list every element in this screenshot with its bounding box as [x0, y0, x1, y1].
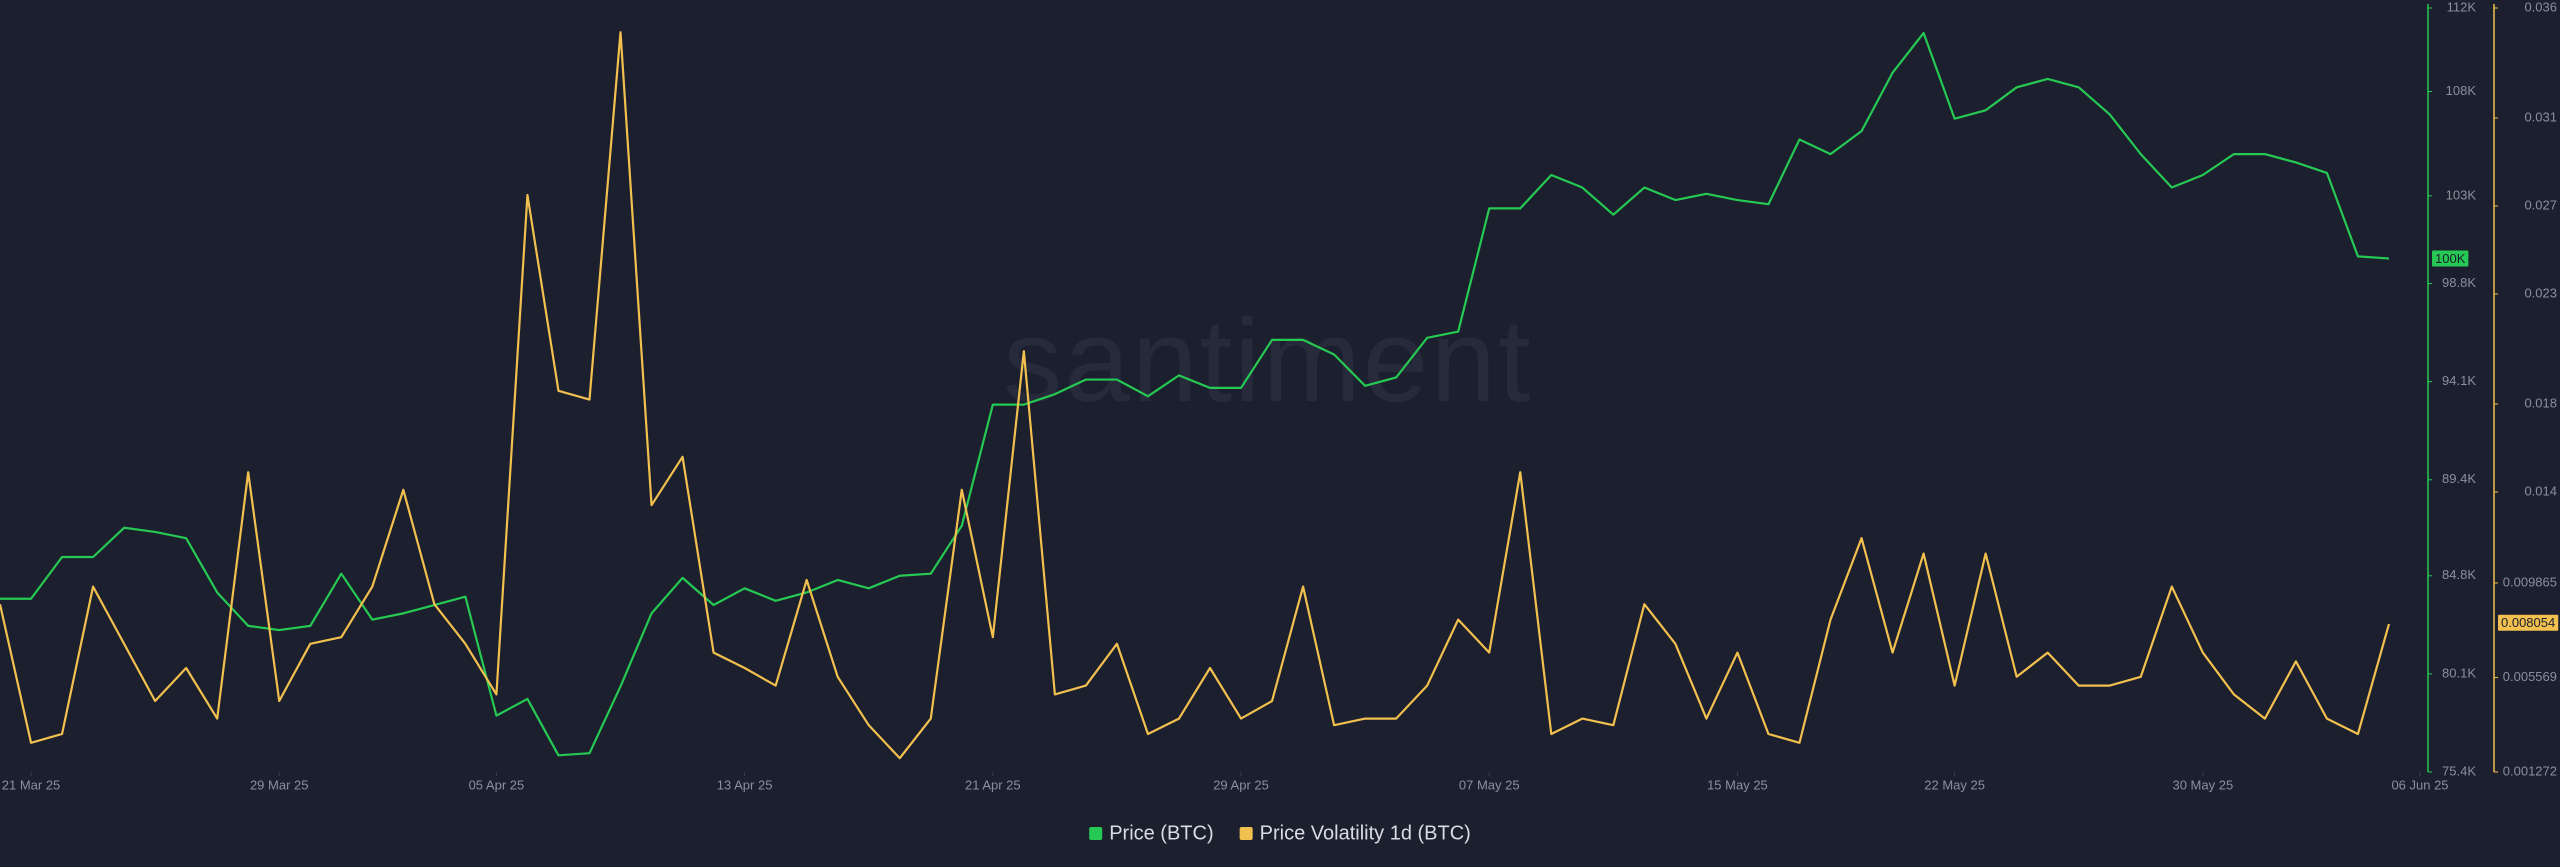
- y2-tick-label: 0.027: [2524, 197, 2557, 212]
- watermark: santiment: [1003, 295, 1533, 427]
- y2-tick-label: 0.023: [2524, 285, 2557, 300]
- value-badge: 0.008054: [2498, 614, 2559, 631]
- y-tick-label: 94.1K: [2442, 373, 2476, 388]
- y2-tick-label: 0.018: [2524, 395, 2557, 410]
- badge-label: 100K: [2435, 251, 2466, 266]
- x-tick-label: 15 May 25: [1707, 777, 1768, 792]
- y2-tick-label: 0.031: [2524, 109, 2557, 124]
- badge-box: [2432, 250, 2469, 267]
- series-line: [0, 31, 2390, 757]
- legend-swatch: [1239, 827, 1253, 840]
- x-tick-label: 05 Apr 25: [469, 777, 525, 792]
- y2-tick-label: 0.001272: [2503, 763, 2557, 778]
- y-tick-label: 108K: [2446, 83, 2477, 98]
- y-tick-label: 89.4K: [2442, 471, 2476, 486]
- x-tick-label: 06 Jun 25: [2391, 777, 2448, 792]
- value-badge: 100K: [2432, 250, 2469, 267]
- y-tick-label: 75.4K: [2442, 763, 2476, 778]
- x-tick-label: 29 Mar 25: [250, 777, 309, 792]
- y-tick-label: 103K: [2446, 187, 2477, 202]
- y-tick-label: 112K: [2447, 0, 2477, 14]
- series-line: [0, 31, 2391, 760]
- legend-label: Price Volatility 1d (BTC): [1260, 822, 1471, 844]
- y2-tick-label: 0.005569: [2503, 669, 2557, 684]
- y2-tick-label: 0.009865: [2503, 574, 2557, 589]
- x-tick-label: 21 Mar 25: [2, 777, 61, 792]
- x-tick-label: 22 May 25: [1924, 777, 1985, 792]
- x-tick-label: 13 Apr 25: [717, 777, 773, 792]
- y-tick-label: 80.1K: [2442, 665, 2476, 680]
- x-tick-label: 07 May 25: [1459, 777, 1520, 792]
- y-tick-label: 84.8K: [2442, 567, 2476, 582]
- badge-box: [2498, 614, 2559, 631]
- legend-swatch: [1089, 827, 1103, 840]
- y2-tick-label: 0.014: [2524, 483, 2557, 498]
- badge-label: 0.008054: [2501, 615, 2555, 630]
- x-tick-label: 21 Apr 25: [965, 777, 1021, 792]
- x-tick-label: 29 Apr 25: [1213, 777, 1269, 792]
- x-tick-label: 30 May 25: [2172, 777, 2233, 792]
- y-tick-label: 98.8K: [2442, 275, 2476, 290]
- legend-label: Price (BTC): [1109, 822, 1213, 844]
- legend: Price (BTC) Price Volatility 1d (BTC): [1089, 822, 1471, 844]
- y2-tick-label: 0.036: [2524, 0, 2557, 14]
